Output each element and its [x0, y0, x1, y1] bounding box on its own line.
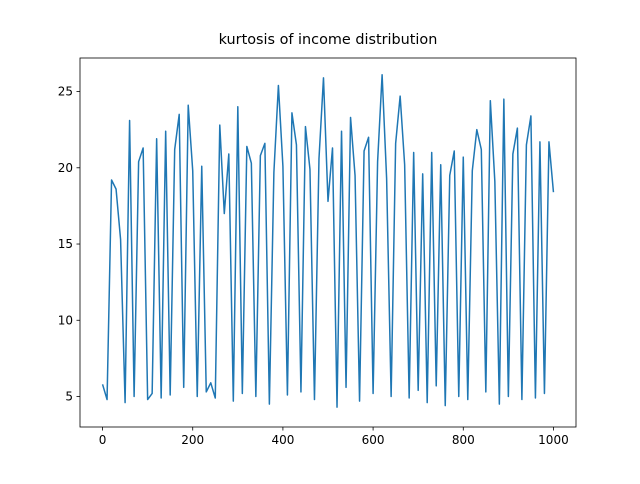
- y-tick-label: 25: [58, 85, 73, 99]
- x-tick-label: 800: [452, 433, 475, 447]
- y-tick-label: 15: [58, 237, 73, 251]
- y-tick-label: 10: [58, 313, 73, 327]
- x-tick-label: 0: [99, 433, 107, 447]
- y-tick-label: 5: [65, 390, 73, 404]
- x-tick-label: 600: [362, 433, 385, 447]
- x-tick-label: 1000: [538, 433, 569, 447]
- data-line: [101, 74, 555, 408]
- x-tick-label: 200: [181, 433, 204, 447]
- y-tick-label: 20: [58, 161, 73, 175]
- x-tick-label: 400: [271, 433, 294, 447]
- plot-frame: [79, 57, 577, 428]
- chart-title: kurtosis of income distribution: [219, 32, 438, 48]
